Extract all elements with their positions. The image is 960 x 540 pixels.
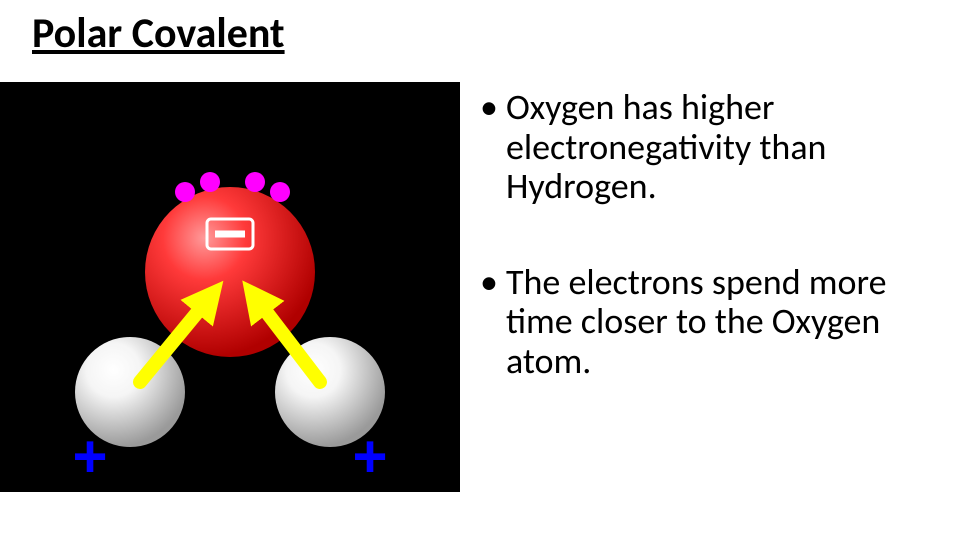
bullet-dot-icon: •	[480, 263, 498, 303]
bullet-text: Oxygen has higher electronegativity than…	[506, 88, 950, 207]
lone-pair-electron	[270, 182, 290, 202]
minus-dash	[215, 231, 245, 238]
molecule-diagram: ++	[0, 82, 460, 492]
bullet-dot-icon: •	[480, 88, 498, 128]
plus-icon-right: +	[352, 423, 387, 490]
slide-title: Polar Covalent	[32, 8, 285, 59]
lone-pair-electron	[245, 172, 265, 192]
slide: Polar Covalent ++ • Oxygen has higher el…	[0, 0, 960, 540]
lone-pair-electron	[200, 172, 220, 192]
lone-pair-electron	[175, 182, 195, 202]
plus-icon-left: +	[72, 423, 107, 490]
bullet-item: • Oxygen has higher electronegativity th…	[480, 88, 950, 207]
bullet-item: • The electrons spend more time closer t…	[480, 263, 950, 382]
bullet-text: The electrons spend more time closer to …	[506, 263, 950, 382]
molecule-svg: ++	[0, 82, 460, 492]
bullet-list: • Oxygen has higher electronegativity th…	[480, 88, 950, 438]
